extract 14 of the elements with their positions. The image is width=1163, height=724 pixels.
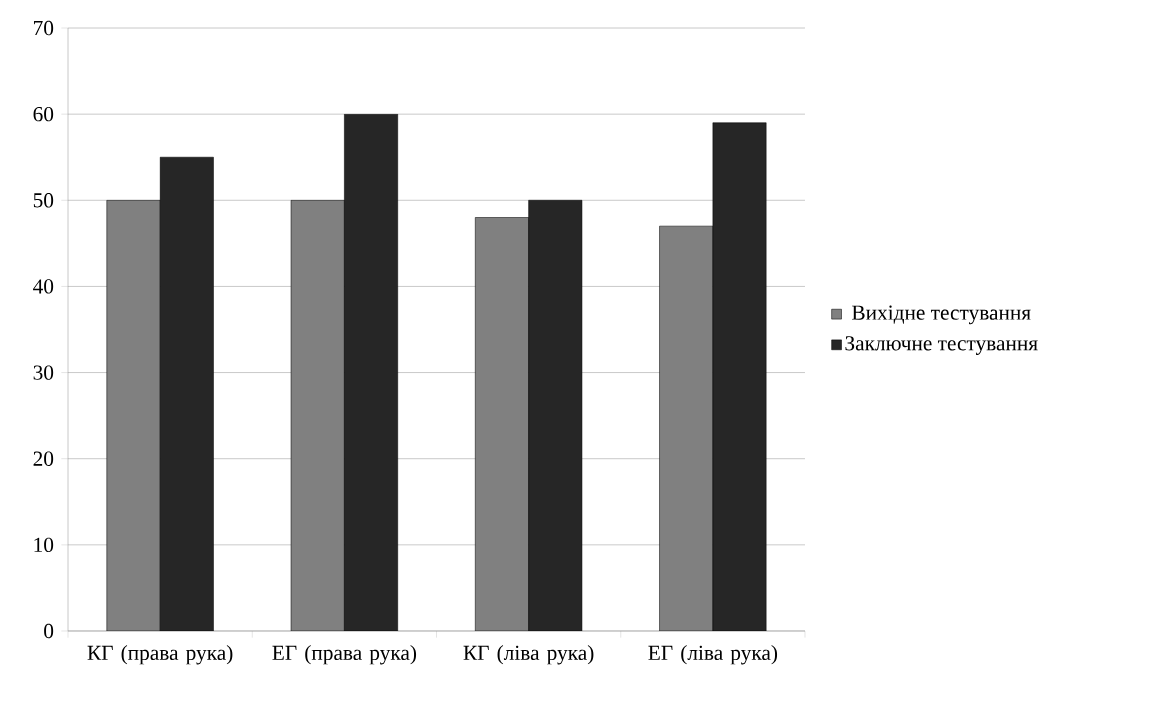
y-tick-label: 60 (33, 106, 54, 122)
x-tick-label: КГ (права рука) (87, 645, 233, 665)
y-tick-label: 30 (33, 365, 54, 380)
y-tick-label: 40 (33, 279, 54, 294)
y-tick-label: 50 (33, 193, 54, 208)
y-tick-label: 20 (33, 451, 54, 466)
x-tick-label: КГ (ліва рука) (463, 645, 594, 665)
legend-label: Вихідне тестування (852, 305, 1031, 325)
x-tick-label: ЕГ (права рука) (272, 645, 417, 665)
y-tick-label: 10 (34, 537, 54, 553)
x-tick-label: ЕГ (ліва рука) (648, 645, 778, 665)
y-tick-label: 70 (34, 20, 54, 36)
y-tick-label: 0 (44, 623, 54, 639)
legend-label: Заключне тестування (845, 336, 1038, 355)
